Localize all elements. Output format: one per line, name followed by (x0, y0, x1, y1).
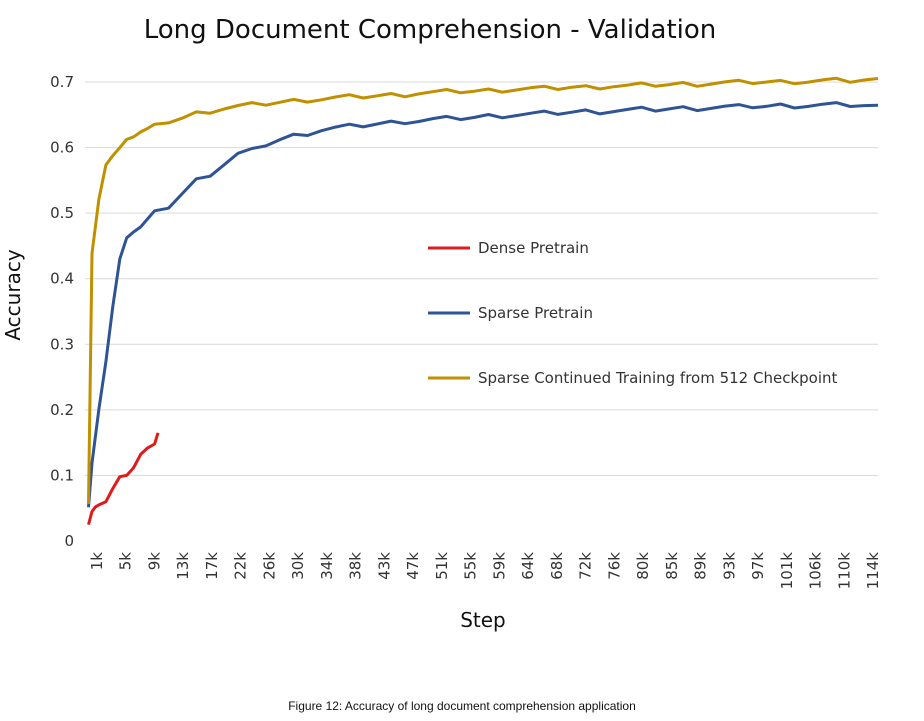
y-axis-ticks: 0 0.1 0.2 0.3 0.4 0.5 0.6 0.7 (50, 73, 74, 550)
figure-caption: Figure 12: Accuracy of long document com… (288, 699, 636, 713)
series-line-dense-pretrain (87, 432, 160, 525)
x-tick-label: 101k (778, 552, 796, 590)
series-line-sparse-continued-training-from-512-checkpoint (87, 76, 879, 505)
y-tick-label: 0.6 (50, 139, 74, 157)
x-tick-label: 9k (145, 552, 163, 571)
x-tick-label: 51k (433, 552, 451, 580)
x-tick-label: 13k (174, 552, 192, 580)
x-axis-title: Step (460, 608, 506, 632)
legend: Dense Pretrain Sparse Pretrain Sparse Co… (428, 239, 837, 387)
legend-label-sparse-continued: Sparse Continued Training from 512 Check… (478, 369, 837, 387)
x-tick-label: 59k (490, 552, 508, 580)
x-axis-ticks: 1k 5k 9k 13k 17k 22k 26k 30k 34k 38k 43k 47k 51k 55k 5… (88, 552, 882, 590)
x-tick-label: 64k (519, 552, 537, 580)
x-tick-label: 89k (692, 552, 710, 580)
x-tick-label: 68k (548, 552, 566, 580)
series-lines (87, 76, 879, 525)
x-tick-label: 5k (117, 552, 135, 571)
x-tick-label: 80k (634, 552, 652, 580)
x-tick-label: 72k (577, 552, 595, 580)
x-tick-label: 26k (260, 552, 278, 580)
legend-label-dense-pretrain: Dense Pretrain (478, 239, 589, 257)
y-tick-label: 0 (64, 532, 74, 550)
x-tick-label: 110k (835, 552, 853, 590)
y-tick-label: 0.4 (50, 270, 74, 288)
x-tick-label: 106k (807, 552, 825, 590)
x-tick-label: 114k (864, 552, 882, 590)
x-tick-label: 43k (375, 552, 393, 580)
x-tick-label: 97k (749, 552, 767, 580)
y-tick-label: 0.7 (50, 73, 74, 91)
grid-lines (85, 81, 878, 476)
x-tick-label: 76k (605, 552, 623, 580)
x-tick-label: 47k (404, 552, 422, 580)
series-line-sparse-pretrain (87, 101, 879, 508)
x-tick-label: 22k (232, 552, 250, 580)
x-tick-label: 17k (203, 552, 221, 580)
y-tick-label: 0.3 (50, 335, 74, 353)
chart: Long Document Comprehension - Validation… (1, 15, 882, 632)
x-tick-label: 34k (318, 552, 336, 580)
x-tick-label: 85k (663, 552, 681, 580)
y-axis-title: Accuracy (1, 249, 25, 340)
y-tick-label: 0.5 (50, 204, 74, 222)
x-tick-label: 55k (462, 552, 480, 580)
legend-label-sparse-pretrain: Sparse Pretrain (478, 304, 593, 322)
y-tick-label: 0.1 (50, 466, 74, 484)
chart-title: Long Document Comprehension - Validation (144, 15, 717, 45)
x-tick-label: 1k (88, 552, 106, 571)
x-tick-label: 38k (347, 552, 365, 580)
x-tick-label: 93k (720, 552, 738, 580)
y-tick-label: 0.2 (50, 401, 74, 419)
x-tick-label: 30k (289, 552, 307, 580)
